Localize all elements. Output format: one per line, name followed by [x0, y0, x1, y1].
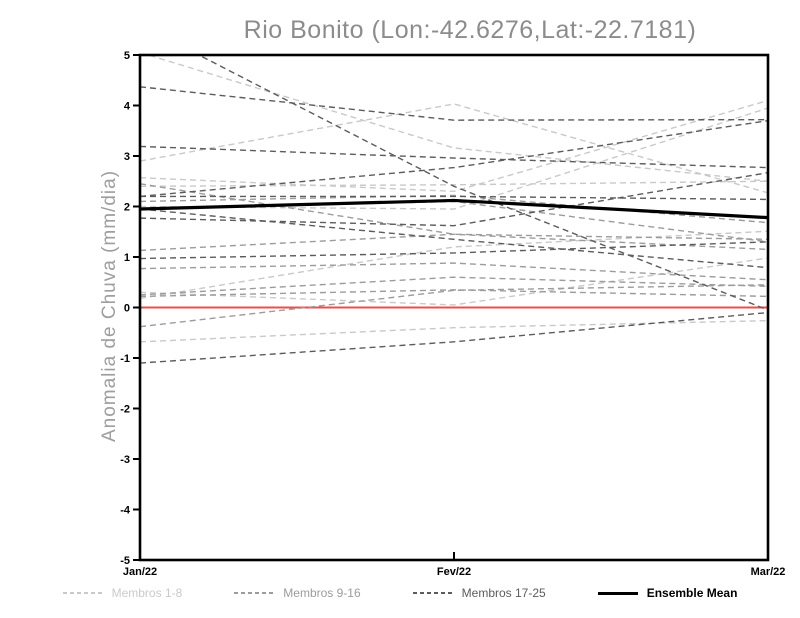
member-line: [140, 284, 768, 328]
member-line: [140, 208, 768, 269]
ensemble-mean-line: [140, 198, 768, 220]
member-line: [140, 311, 768, 364]
y-tick-label: -5: [120, 555, 130, 567]
legend-item-membros-17-25: Membros 17-25: [412, 586, 546, 600]
member-line: [140, 276, 768, 296]
member-line: [140, 99, 768, 193]
legend-item-ensemble-mean: Ensemble Mean: [597, 586, 738, 600]
legend-label: Membros 17-25: [461, 586, 546, 600]
dashed-line-swatch: [412, 592, 453, 594]
chart-title: Rio Bonito (Lon:-42.6276,Lat:-22.7181): [243, 16, 697, 44]
x-tick-label: Jan/22: [123, 566, 157, 578]
member-line: [140, 319, 768, 343]
y-tick-label: -1: [120, 353, 130, 365]
member-line: [140, 194, 768, 224]
dashed-line-swatch: [234, 592, 275, 594]
y-tick-label: -4: [120, 505, 131, 517]
member-line: [140, 289, 768, 298]
member-line: [197, 55, 768, 311]
member-line: [140, 145, 768, 169]
dashed-line-swatch: [62, 592, 103, 594]
member-line: [140, 86, 768, 121]
member-line: [140, 103, 768, 194]
member-line: [140, 230, 768, 300]
legend-item-membros-1-8: Membros 1-8: [62, 586, 183, 600]
x-tick-label: Mar/22: [751, 566, 786, 578]
y-tick-label: 2: [124, 202, 130, 214]
member-line: [140, 233, 768, 252]
legend-label: Ensemble Mean: [646, 586, 738, 600]
chart-legend: Membros 1-8 Membros 9-16 Membros 17-25 E…: [0, 586, 800, 600]
y-tick-label: 4: [124, 101, 131, 113]
member-line: [140, 171, 768, 227]
member-line: [140, 241, 768, 260]
member-line: [140, 195, 768, 201]
y-tick-label: 5: [124, 50, 130, 62]
x-tick-label: Fev/22: [437, 566, 471, 578]
solid-line-swatch: [597, 591, 638, 595]
legend-label: Membros 9-16: [283, 586, 361, 600]
legend-item-membros-9-16: Membros 9-16: [234, 586, 361, 600]
member-line: [140, 262, 768, 281]
y-tick-label: -3: [120, 454, 130, 466]
y-tick-label: 1: [124, 252, 130, 264]
member-line: [140, 119, 768, 198]
member-line: [145, 55, 768, 182]
y-tick-label: -2: [120, 404, 130, 416]
y-tick-label: 3: [124, 151, 130, 163]
member-line: [140, 180, 768, 187]
legend-label: Membros 1-8: [111, 586, 183, 600]
member-line: [140, 257, 768, 306]
y-tick-label: 0: [124, 303, 130, 315]
